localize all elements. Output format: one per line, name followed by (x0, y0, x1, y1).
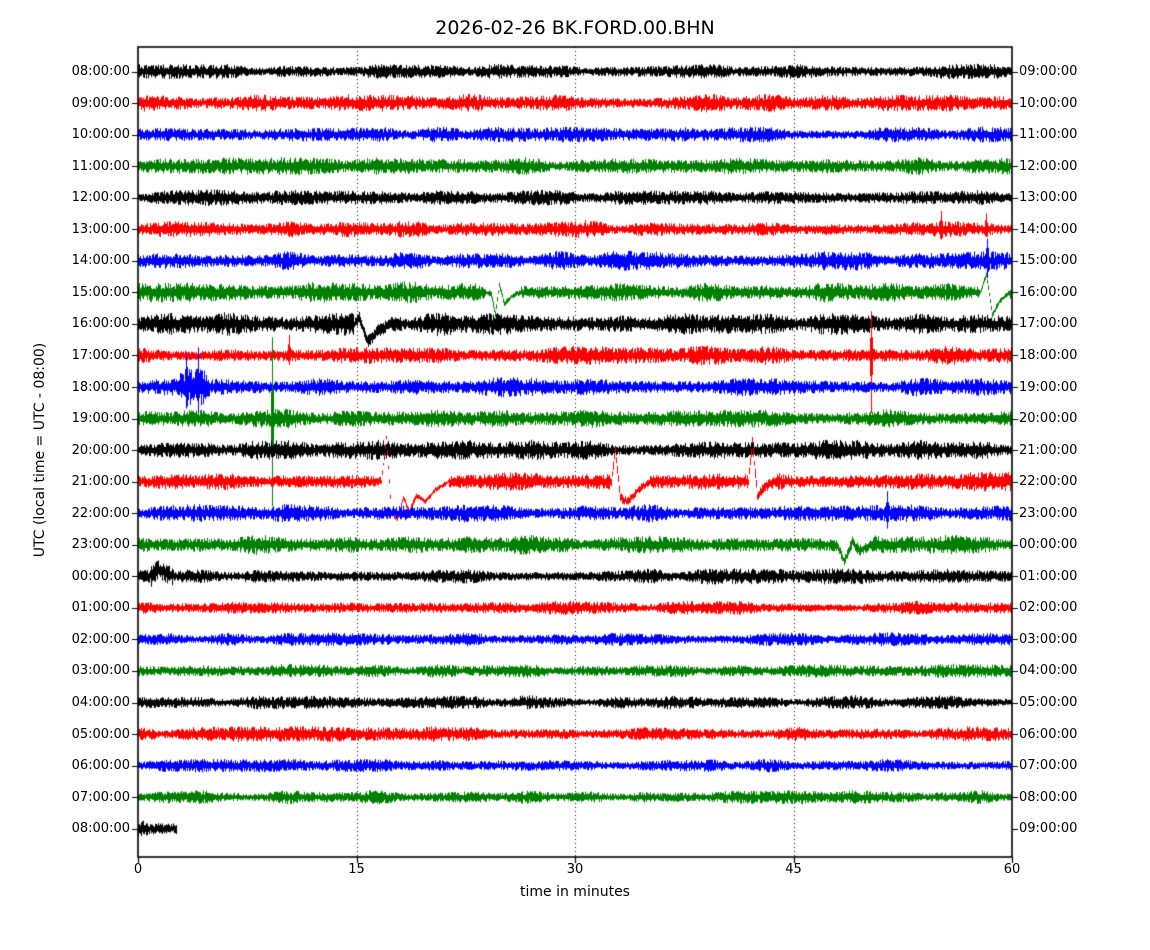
local-tick-label: 06:00:00 (1019, 726, 1078, 742)
local-tick-label: 10:00:00 (1019, 95, 1078, 111)
x-tick-label: 0 (133, 862, 143, 877)
x-axis-label: time in minutes (520, 884, 630, 900)
x-tick-label: 60 (1003, 862, 1021, 877)
local-tick-label: 22:00:00 (1019, 474, 1078, 490)
utc-tick-label: 11:00:00 (71, 158, 130, 174)
local-tick-label: 01:00:00 (1019, 568, 1078, 584)
local-tick-label: 09:00:00 (1019, 821, 1078, 837)
local-tick-label: 16:00:00 (1019, 284, 1078, 300)
utc-tick-label: 10:00:00 (71, 127, 130, 143)
utc-tick-label: 23:00:00 (71, 537, 130, 553)
utc-tick-label: 16:00:00 (71, 316, 130, 332)
utc-tick-label: 00:00:00 (71, 568, 130, 584)
local-tick-label: 12:00:00 (1019, 158, 1078, 174)
utc-tick-label: 17:00:00 (71, 347, 130, 363)
local-tick-label: 15:00:00 (1019, 253, 1078, 269)
utc-tick-label: 01:00:00 (71, 600, 130, 616)
local-tick-label: 17:00:00 (1019, 316, 1078, 332)
local-tick-label: 14:00:00 (1019, 221, 1078, 237)
utc-tick-label: 03:00:00 (71, 663, 130, 679)
local-tick-label: 00:00:00 (1019, 537, 1078, 553)
local-tick-label: 11:00:00 (1019, 127, 1078, 143)
utc-tick-label: 19:00:00 (71, 411, 130, 427)
local-tick-label: 21:00:00 (1019, 442, 1078, 458)
local-tick-label: 05:00:00 (1019, 695, 1078, 710)
local-tick-label: 02:00:00 (1019, 600, 1078, 616)
local-tick-label: 13:00:00 (1019, 190, 1078, 206)
utc-tick-label: 02:00:00 (71, 631, 130, 647)
local-tick-label: 18:00:00 (1019, 347, 1078, 363)
utc-tick-label: 22:00:00 (71, 505, 130, 521)
local-tick-label: 04:00:00 (1019, 663, 1078, 679)
utc-tick-label: 20:00:00 (71, 442, 130, 458)
local-tick-label: 19:00:00 (1019, 379, 1078, 395)
utc-tick-label: 12:00:00 (71, 190, 130, 206)
utc-tick-label: 15:00:00 (71, 284, 130, 300)
local-tick-label: 03:00:00 (1019, 631, 1078, 647)
x-tick-label: 45 (785, 862, 802, 877)
utc-tick-label: 05:00:00 (71, 726, 130, 742)
chart-title: 2026-02-26 BK.FORD.00.BHN (435, 17, 715, 39)
utc-tick-label: 06:00:00 (71, 758, 130, 774)
local-tick-label: 07:00:00 (1019, 758, 1078, 774)
local-tick-label: 08:00:00 (1019, 789, 1078, 805)
utc-tick-label: 18:00:00 (71, 379, 130, 395)
utc-tick-label: 13:00:00 (71, 221, 130, 237)
utc-tick-label: 21:00:00 (71, 474, 130, 490)
utc-tick-label: 09:00:00 (71, 95, 130, 111)
local-tick-label: 20:00:00 (1019, 411, 1078, 427)
utc-tick-label: 08:00:00 (71, 64, 130, 79)
x-tick-label: 30 (566, 862, 584, 877)
utc-tick-label: 04:00:00 (71, 695, 130, 710)
local-tick-label: 23:00:00 (1019, 505, 1078, 521)
utc-tick-label: 07:00:00 (71, 789, 130, 805)
local-tick-label: 09:00:00 (1019, 64, 1078, 79)
utc-tick-label: 08:00:00 (71, 821, 130, 837)
x-tick-label: 15 (348, 862, 365, 877)
utc-tick-label: 14:00:00 (71, 253, 130, 269)
